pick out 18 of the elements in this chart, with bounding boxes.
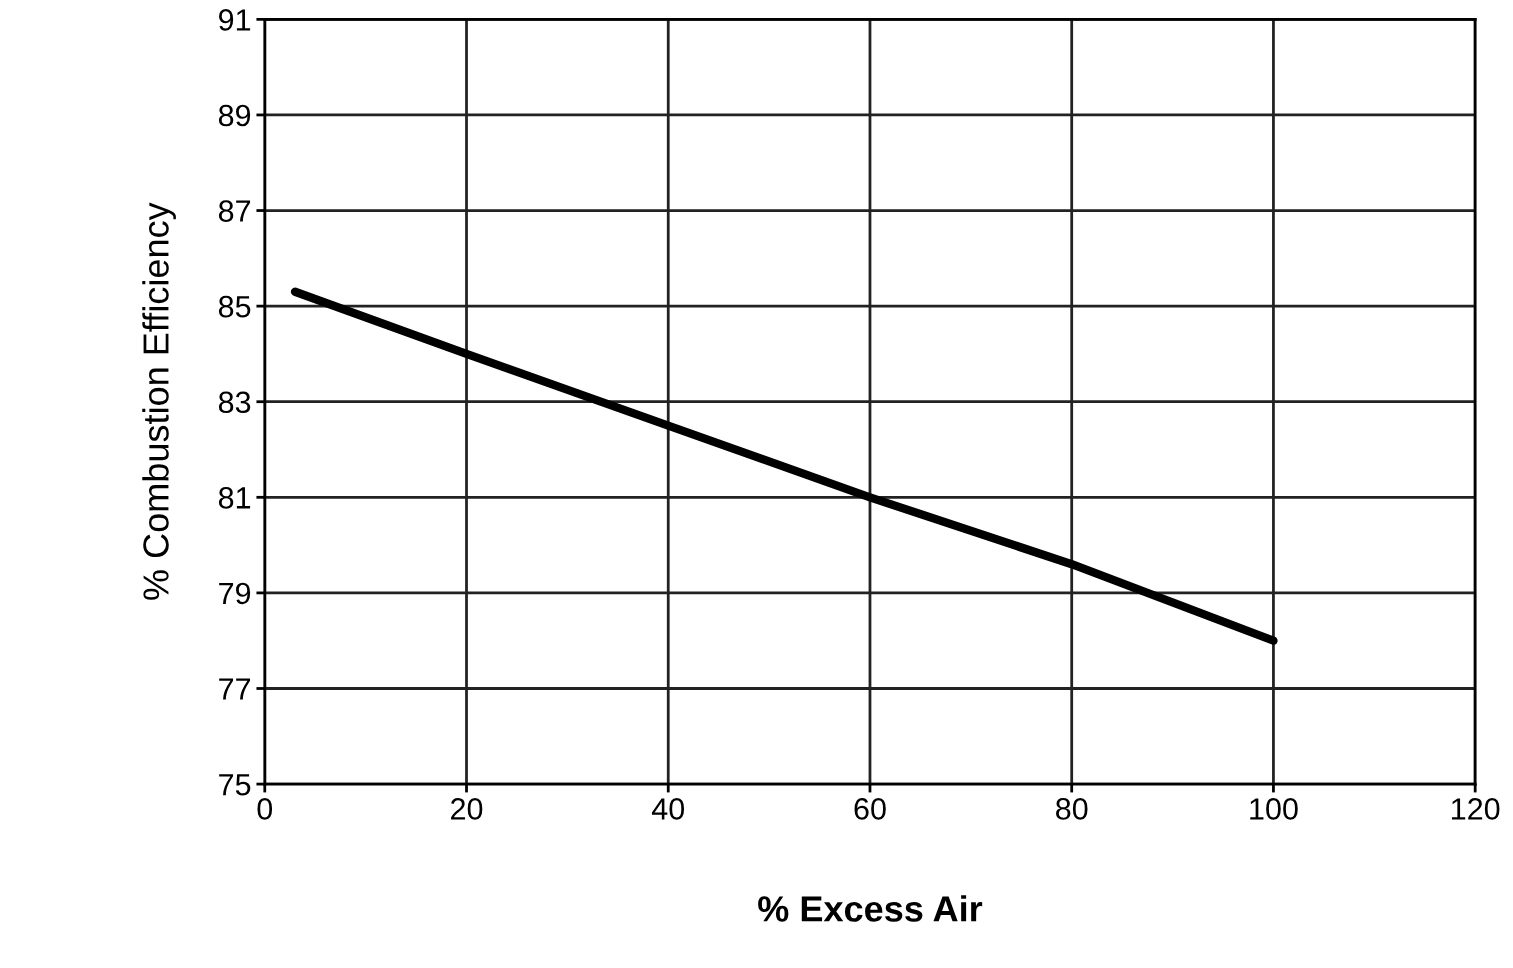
y-tick-label: 85	[218, 295, 251, 318]
y-tick-label: 79	[219, 582, 251, 605]
x-tick-label: 100	[1250, 798, 1298, 820]
y-tick-label: 89	[218, 104, 251, 127]
x-tick-label: 80	[1056, 798, 1088, 820]
x-axis-title: % Excess Air	[758, 895, 983, 922]
y-axis-title: % Combustion Efficiency	[142, 202, 176, 600]
y-tick-label: 75	[219, 774, 251, 796]
x-tick-label: 40	[651, 798, 685, 820]
y-tick-label: 83	[218, 391, 251, 414]
y-tick-label: 81	[218, 487, 251, 509]
x-tick-label: 120	[1452, 798, 1500, 820]
x-tick-label: 0	[257, 798, 273, 820]
y-tick-label: 91	[219, 9, 251, 31]
x-tick-label: 60	[854, 798, 886, 820]
y-tick-label: 87	[218, 200, 251, 222]
x-tick-label: 20	[451, 798, 483, 820]
y-tick-label: 77	[219, 678, 251, 700]
